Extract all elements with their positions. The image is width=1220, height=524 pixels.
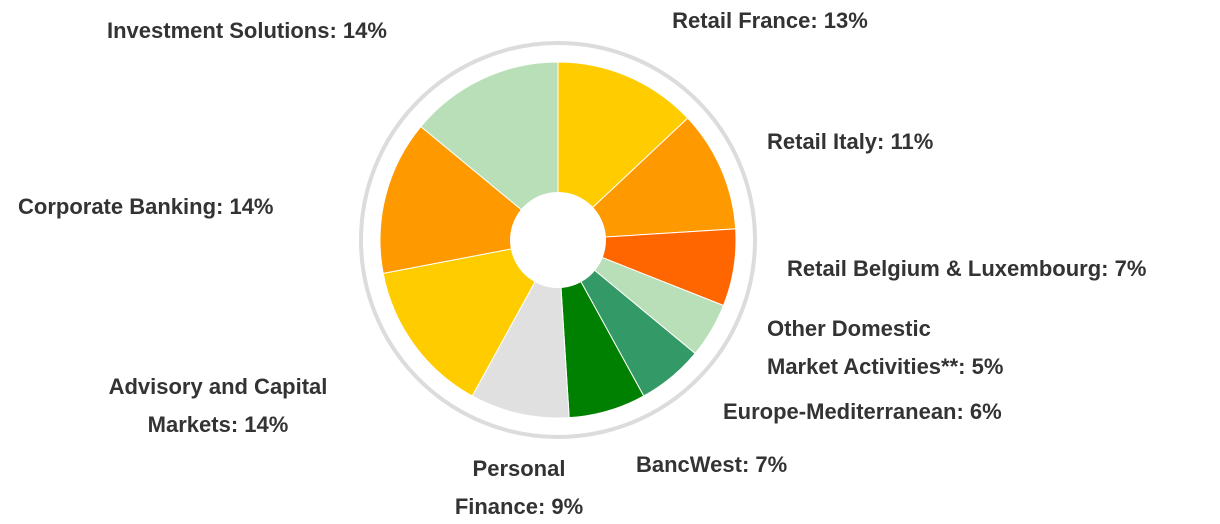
slice-label: BancWest: 7% (636, 452, 787, 477)
label-line: Advisory and Capital (109, 374, 328, 399)
label-line: Markets: 14% (148, 412, 289, 437)
label-line: Finance: 9% (455, 494, 583, 519)
slice-label: Retail France: 13% (672, 8, 868, 33)
slice-label: Personal Finance: 9% (455, 456, 583, 519)
label-line: Market Activities**: 5% (767, 354, 1003, 379)
slice (420, 61, 559, 242)
slice (382, 239, 559, 397)
slice-label: Corporate Banking: 14% (18, 194, 274, 219)
slice-label: Other Domestic Market Activities**: 5% (767, 316, 1003, 379)
slice-label: Retail Belgium & Luxembourg: 7% (787, 256, 1146, 281)
label-line: Retail France: 13% (672, 8, 868, 33)
label-line: BancWest: 7% (636, 452, 787, 477)
label-line: Personal (473, 456, 566, 481)
slice-label: Investment Solutions: 14% (107, 18, 387, 43)
slice-label: Advisory and Capital Markets: 14% (109, 374, 328, 437)
slice-label: Retail Italy: 11% (767, 129, 933, 154)
slice (556, 117, 737, 241)
label-line: Investment Solutions: 14% (107, 18, 387, 43)
label-line: Retail Belgium & Luxembourg: 7% (787, 256, 1146, 281)
slice-label: Europe-Mediterranean: 6% (723, 399, 1002, 424)
label-line: Europe-Mediterranean: 6% (723, 399, 1002, 424)
slice (557, 61, 689, 242)
center-hole (510, 192, 606, 288)
label-line: Retail Italy: 11% (767, 129, 933, 154)
outer-ring (359, 41, 757, 439)
label-line: Corporate Banking: 14% (18, 194, 274, 219)
label-line: Other Domestic (767, 316, 931, 341)
